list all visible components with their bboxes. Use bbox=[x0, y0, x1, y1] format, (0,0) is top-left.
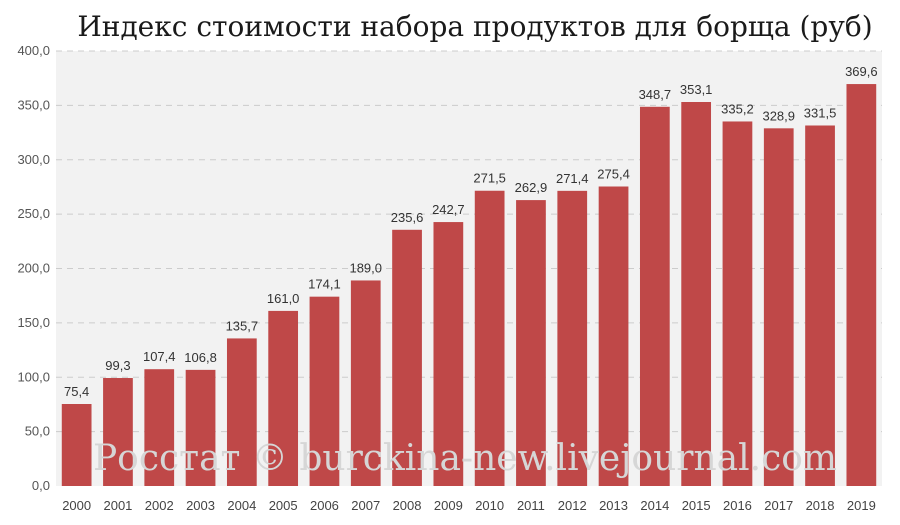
data-label: 242,7 bbox=[432, 202, 465, 217]
x-tick-label: 2019 bbox=[847, 498, 876, 513]
x-tick-label: 2016 bbox=[723, 498, 752, 513]
y-tick-label: 400,0 bbox=[17, 43, 50, 58]
x-tick-label: 2010 bbox=[475, 498, 504, 513]
bar-2001 bbox=[103, 378, 133, 486]
data-label: 328,9 bbox=[762, 108, 795, 123]
bar-2003 bbox=[185, 369, 216, 486]
data-label: 99,3 bbox=[105, 358, 130, 373]
bar-2016 bbox=[722, 121, 753, 486]
y-tick-label: 350,0 bbox=[17, 97, 50, 112]
x-tick-label: 2015 bbox=[682, 498, 711, 513]
x-tick-label: 2009 bbox=[434, 498, 463, 513]
data-labels: 75,4 99,3 107,4 106,8 135,7 161,0 174,1 189,0 23… bbox=[64, 64, 878, 399]
bar-2012 bbox=[557, 190, 588, 487]
bar-2017 bbox=[763, 128, 794, 487]
bar-2002 bbox=[144, 369, 175, 486]
x-tick-label: 2006 bbox=[310, 498, 339, 513]
data-label: 161,0 bbox=[267, 291, 300, 306]
y-tick-label: 300,0 bbox=[17, 152, 50, 167]
data-label: 106,8 bbox=[184, 350, 217, 365]
x-tick-label: 2000 bbox=[62, 498, 91, 513]
watermark-text: Росстат © burckina-new.livejournal.com bbox=[93, 438, 837, 479]
data-label: 348,7 bbox=[639, 87, 672, 102]
data-label: 275,4 bbox=[597, 167, 630, 182]
y-axis: 0,0 50,0 100,0 150,0 200,0 250,0 300,0 350,0 400… bbox=[17, 43, 50, 493]
bar-2008 bbox=[392, 229, 422, 486]
x-tick-label: 2014 bbox=[640, 498, 669, 513]
chart-title: Индекс стоимости набора продуктов для бо… bbox=[77, 10, 872, 43]
x-tick-label: 2003 bbox=[186, 498, 215, 513]
x-tick-label: 2012 bbox=[558, 498, 587, 513]
x-tick-label: 2007 bbox=[351, 498, 380, 513]
data-label: 189,0 bbox=[349, 260, 382, 275]
x-axis: 2000 2001 2002 2003 2004 2005 2006 2007 2008 2009… bbox=[62, 498, 876, 513]
bar-2000 bbox=[61, 404, 92, 486]
data-label: 369,6 bbox=[845, 64, 878, 79]
bar-2014 bbox=[639, 106, 670, 486]
bar-2019 bbox=[846, 84, 877, 486]
x-tick-label: 2005 bbox=[269, 498, 298, 513]
bar-2010 bbox=[474, 190, 505, 486]
data-label: 331,5 bbox=[804, 105, 837, 120]
data-label: 271,4 bbox=[556, 171, 589, 186]
y-tick-label: 200,0 bbox=[17, 261, 50, 276]
data-label: 335,2 bbox=[721, 101, 754, 116]
bar-2013 bbox=[598, 186, 629, 486]
x-tick-label: 2002 bbox=[145, 498, 174, 513]
y-tick-label: 250,0 bbox=[17, 206, 50, 221]
x-tick-label: 2001 bbox=[103, 498, 132, 513]
y-tick-label: 100,0 bbox=[17, 369, 50, 384]
x-tick-label: 2004 bbox=[227, 498, 256, 513]
bar-2005 bbox=[268, 310, 299, 486]
data-label: 353,1 bbox=[680, 82, 713, 97]
bar-2006 bbox=[309, 296, 340, 486]
x-tick-label: 2018 bbox=[806, 498, 835, 513]
data-label: 262,9 bbox=[515, 180, 548, 195]
data-label: 107,4 bbox=[143, 349, 176, 364]
bars bbox=[61, 84, 877, 487]
y-tick-label: 50,0 bbox=[25, 424, 50, 439]
bar-2009 bbox=[433, 222, 464, 486]
bar-2018 bbox=[805, 125, 835, 487]
data-label: 235,6 bbox=[391, 210, 424, 225]
x-tick-label: 2017 bbox=[764, 498, 793, 513]
x-tick-label: 2011 bbox=[517, 498, 545, 513]
data-label: 75,4 bbox=[64, 384, 89, 399]
x-tick-label: 2008 bbox=[393, 498, 422, 513]
bar-2004 bbox=[226, 338, 257, 486]
bar-2007 bbox=[350, 280, 381, 486]
y-tick-label: 0,0 bbox=[32, 478, 50, 493]
data-label: 271,5 bbox=[473, 171, 506, 186]
y-tick-label: 150,0 bbox=[17, 315, 50, 330]
data-label: 135,7 bbox=[226, 318, 259, 333]
bar-2015 bbox=[681, 102, 712, 486]
bar-2011 bbox=[516, 200, 546, 486]
x-tick-label: 2013 bbox=[599, 498, 628, 513]
data-label: 174,1 bbox=[308, 277, 341, 292]
